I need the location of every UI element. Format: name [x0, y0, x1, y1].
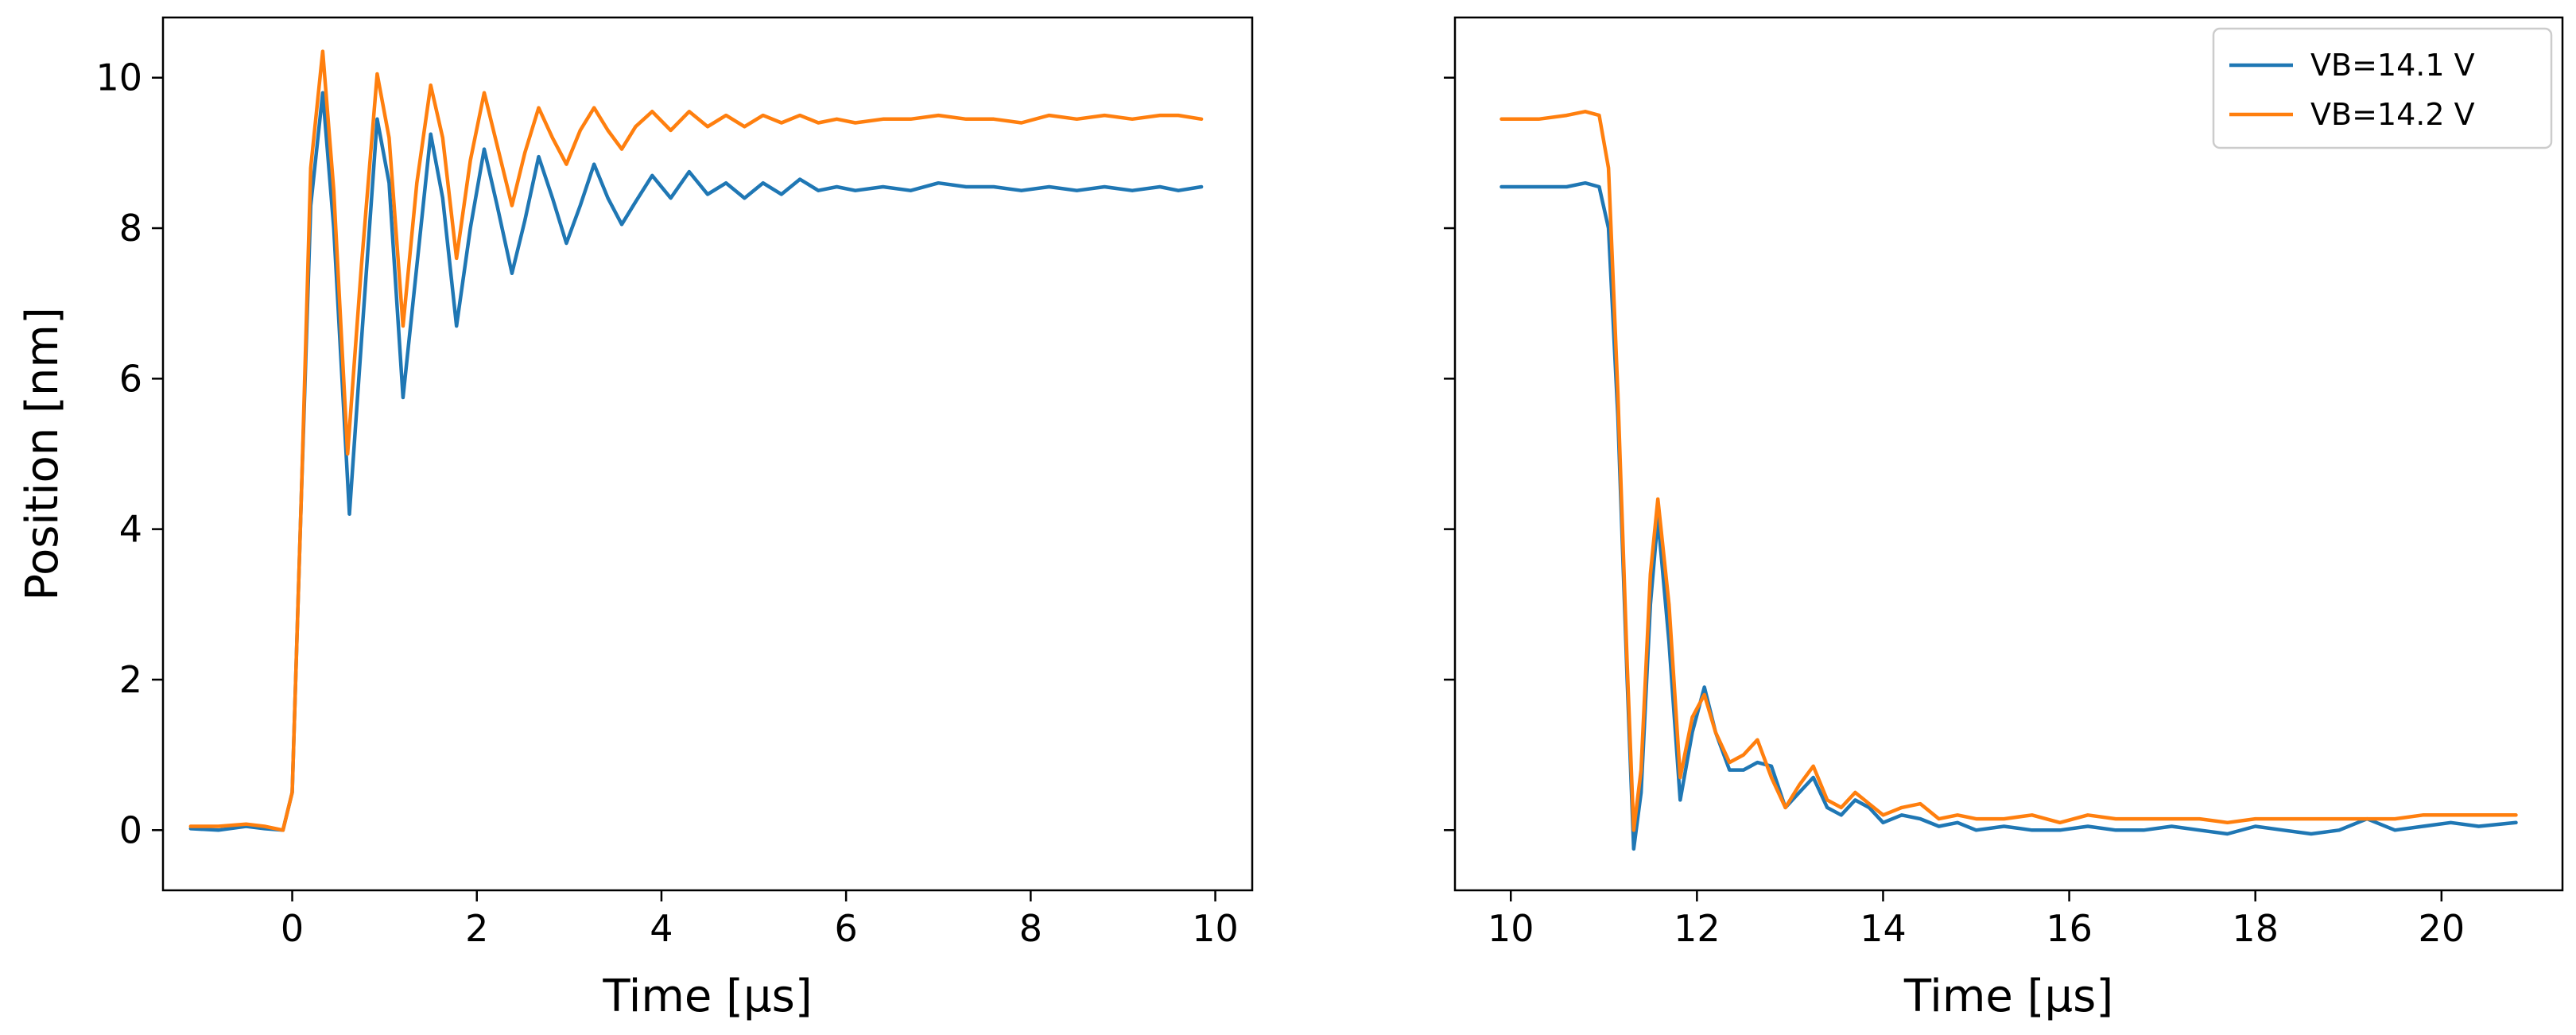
x-axis-label: Time [μs] [1903, 971, 2113, 1022]
x-tick-label: 18 [2232, 907, 2279, 950]
x-tick-label: 6 [835, 907, 858, 950]
x-tick-label: 2 [465, 907, 488, 950]
series-line-vb-14-2 [1499, 110, 2518, 832]
series-line-vb-14-1 [188, 91, 1204, 832]
x-tick-label: 0 [281, 907, 304, 950]
axes-frame [161, 16, 1254, 892]
x-axis-label: Time [μs] [602, 971, 812, 1022]
y-tick-label: 4 [119, 508, 142, 551]
y-tick-label: 6 [119, 357, 142, 400]
legend-entry-label: VB=14.2 V [2310, 97, 2475, 132]
legend-entry-label: VB=14.1 V [2310, 48, 2475, 83]
series-line-vb-14-1 [1499, 180, 2518, 851]
x-tick-label: 8 [1019, 907, 1042, 950]
x-tick-label: 16 [2046, 907, 2093, 950]
x-tick-label: 10 [1488, 907, 1534, 950]
y-tick-label: 8 [119, 207, 142, 250]
x-tick-label: 4 [650, 907, 673, 950]
left-subplot: 0 2 4 6 8 10 0 2 4 6 8 10 Time [μs] Position [nm] [17, 16, 1254, 1022]
series-line-vb-14-2 [188, 49, 1204, 832]
legend: VB=14.1 V VB=14.2 V [2212, 27, 2553, 149]
x-tick-label: 10 [1192, 907, 1239, 950]
x-tick-label: 14 [1860, 907, 1907, 950]
y-tick-label: 2 [119, 658, 142, 701]
y-tick-label: 10 [95, 56, 142, 99]
y-tick-label: 0 [119, 808, 142, 851]
axes-frame [1453, 16, 2564, 892]
x-tick-label: 12 [1674, 907, 1721, 950]
y-axis-label: Position [nm] [17, 307, 68, 601]
legend-box [2212, 27, 2553, 149]
x-tick-label: 20 [2419, 907, 2465, 950]
right-subplot: 10 12 14 16 18 20 Time [μs] VB=14.1 V VB=14.2 V [1444, 16, 2564, 1022]
